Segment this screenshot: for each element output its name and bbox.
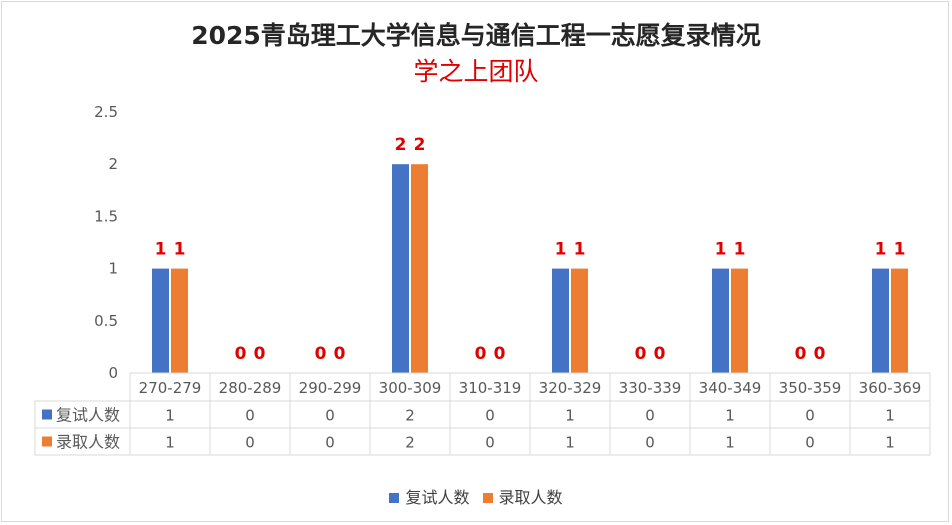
x-tick-label: 320-329 (539, 379, 602, 397)
legend-label-series-1: 复试人数 (405, 488, 470, 507)
y-tick-label: 1.5 (94, 207, 118, 225)
x-tick-label: 270-279 (139, 379, 202, 397)
legend-entry-series-2: 录取人数 (482, 484, 563, 508)
table-legend-key-1 (42, 409, 52, 420)
y-tick-label: 2.5 (94, 103, 118, 121)
bar-1-360-369 (872, 268, 889, 373)
data-label-2-300-309: 2 (414, 135, 426, 155)
data-label-2-360-369: 1 (894, 240, 906, 260)
table-cell: 1 (885, 434, 895, 452)
bar-1-300-309 (392, 164, 409, 373)
chart-subtitle: 学之上团队 (413, 57, 539, 86)
data-label-2-290-299: 0 (334, 344, 346, 364)
table-cell: 0 (645, 434, 655, 452)
bar-1-340-349 (712, 268, 729, 373)
data-label-2-280-289: 0 (254, 344, 266, 364)
data-label-2-350-359: 0 (814, 344, 826, 364)
data-label-1-300-309: 2 (395, 135, 407, 155)
x-tick-label: 310-319 (459, 379, 522, 397)
table-cell: 1 (565, 434, 575, 452)
table-legend-key-2 (42, 436, 52, 447)
legend-label-series-2: 录取人数 (498, 488, 563, 507)
x-tick-label: 280-289 (219, 379, 282, 397)
table-cell: 0 (245, 434, 255, 452)
data-label-1-280-289: 0 (235, 344, 247, 364)
x-tick-label: 350-359 (779, 379, 842, 397)
bar-1-320-329 (552, 268, 569, 373)
table-cell: 1 (565, 407, 575, 425)
x-tick-label: 340-349 (699, 379, 762, 397)
bar-2-360-369 (891, 268, 908, 373)
data-label-2-330-339: 0 (654, 344, 666, 364)
y-tick-label: 1 (108, 260, 118, 278)
chart-title: 2025青岛理工大学信息与通信工程一志愿复录情况 (191, 21, 761, 50)
y-tick-label: 0.5 (94, 312, 118, 330)
table-series-name-2: 录取人数 (56, 433, 120, 452)
table-cell: 0 (805, 434, 815, 452)
data-label-2-340-349: 1 (734, 240, 746, 260)
data-label-1-310-319: 0 (475, 344, 487, 364)
table-cell: 0 (325, 407, 335, 425)
data-label-1-340-349: 1 (715, 240, 727, 260)
data-label-1-290-299: 0 (315, 344, 327, 364)
table-cell: 2 (405, 434, 415, 452)
data-label-2-320-329: 1 (574, 240, 586, 260)
data-label-1-360-369: 1 (875, 240, 887, 260)
x-tick-label: 330-339 (619, 379, 682, 397)
data-label-1-320-329: 1 (555, 240, 567, 260)
x-tick-label: 360-369 (859, 379, 922, 397)
bar-2-320-329 (571, 268, 588, 373)
table-cell: 1 (725, 407, 735, 425)
table-cell: 1 (725, 434, 735, 452)
table-cell: 0 (645, 407, 655, 425)
table-cell: 2 (405, 407, 415, 425)
legend-swatch-series-2 (482, 493, 493, 503)
data-label-2-310-319: 0 (494, 344, 506, 364)
bar-2-270-279 (171, 268, 188, 373)
table-cell: 1 (885, 407, 895, 425)
x-tick-label: 300-309 (379, 379, 442, 397)
data-label-1-350-359: 0 (795, 344, 807, 364)
data-label-1-330-339: 0 (635, 344, 647, 364)
table-cell: 1 (165, 407, 175, 425)
table-cell: 0 (325, 434, 335, 452)
y-tick-label: 2 (108, 155, 118, 173)
table-cell: 0 (485, 407, 495, 425)
table-cell: 0 (245, 407, 255, 425)
data-label-2-270-279: 1 (174, 240, 186, 260)
bar-2-340-349 (731, 268, 748, 373)
legend-swatch-series-1 (389, 493, 400, 503)
table-cell: 0 (805, 407, 815, 425)
bar-1-270-279 (152, 268, 169, 373)
data-label-1-270-279: 1 (155, 240, 167, 260)
x-tick-label: 290-299 (299, 379, 362, 397)
table-cell: 0 (485, 434, 495, 452)
table-cell: 1 (165, 434, 175, 452)
legend-entry-series-1: 复试人数 (389, 484, 469, 508)
bar-2-300-309 (411, 164, 428, 373)
table-series-name-1: 复试人数 (56, 406, 120, 425)
y-tick-label: 0 (108, 364, 118, 382)
legend: 复试人数 录取人数 (0, 484, 952, 508)
